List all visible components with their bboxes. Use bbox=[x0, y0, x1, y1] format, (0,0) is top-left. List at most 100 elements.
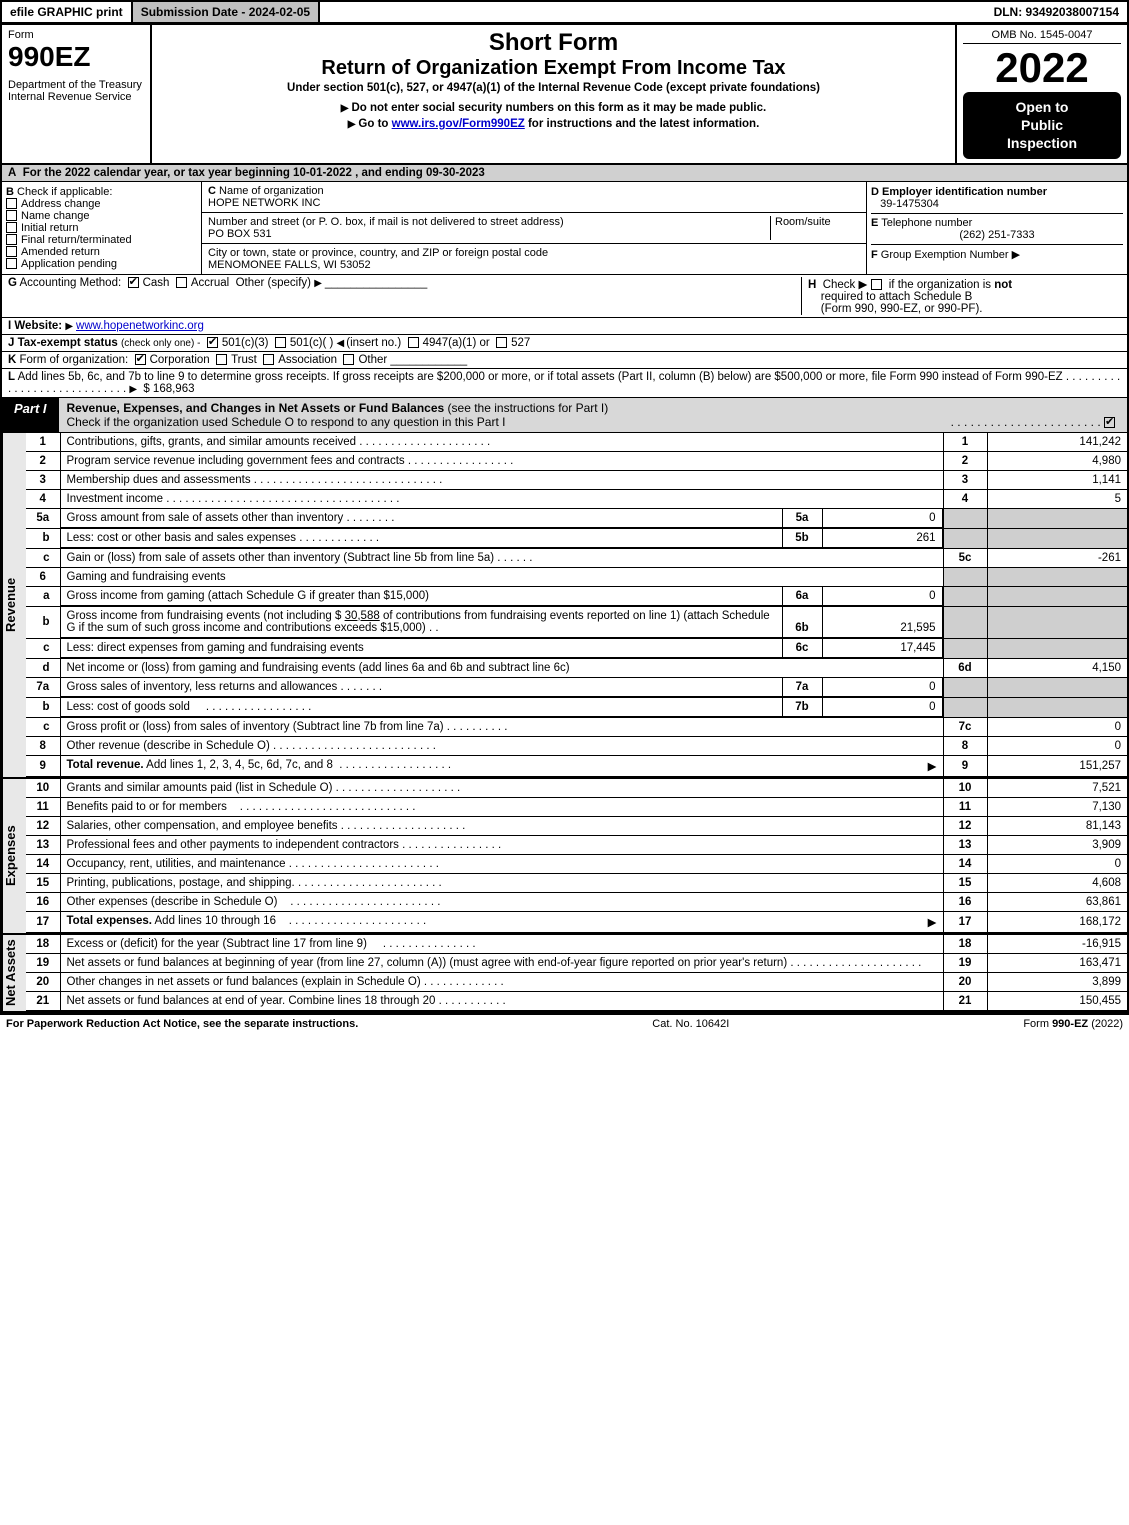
l6a-amtgrey bbox=[987, 586, 1127, 606]
l6c-ibox: 6c bbox=[782, 639, 822, 658]
checkbox-trust[interactable] bbox=[216, 354, 227, 365]
line-16: 16 Other expenses (describe in Schedule O… bbox=[26, 892, 1127, 911]
l2-no: 2 bbox=[26, 451, 60, 470]
l2-desc: Program service revenue including govern… bbox=[67, 455, 405, 467]
l7b-no: b bbox=[26, 697, 60, 717]
l7a-ibox: 7a bbox=[782, 678, 822, 697]
title-return: Return of Organization Exempt From Incom… bbox=[158, 57, 949, 80]
l6a-boxgrey bbox=[943, 586, 987, 606]
l7b-amtgrey bbox=[987, 697, 1127, 717]
page-footer: For Paperwork Reduction Act Notice, see … bbox=[0, 1013, 1129, 1033]
l21-amt: 150,455 bbox=[987, 991, 1127, 1010]
l5a-desc: Gross amount from sale of assets other t… bbox=[67, 512, 344, 524]
f-label: Group Exemption Number bbox=[881, 249, 1009, 261]
section-k: K Form of organization: Corporation Trus… bbox=[0, 352, 1129, 369]
part1-check-note: Check if the organization used Schedule … bbox=[67, 415, 506, 429]
line-4: 4Investment income . . . . . . . . . . .… bbox=[26, 489, 1127, 508]
i-label: Website: bbox=[14, 320, 62, 332]
g-label: Accounting Method: bbox=[20, 277, 122, 289]
line-18: 18Excess or (deficit) for the year (Subt… bbox=[26, 935, 1127, 954]
org-address: PO BOX 531 bbox=[208, 228, 272, 240]
l3-box: 3 bbox=[943, 470, 987, 489]
g-other: Other (specify) bbox=[236, 277, 311, 289]
l18-no: 18 bbox=[26, 935, 60, 954]
checkbox-address-change[interactable] bbox=[6, 198, 17, 209]
checkbox-association[interactable] bbox=[263, 354, 274, 365]
section-def: D Employer identification number 39-1475… bbox=[867, 182, 1127, 274]
checkbox-application-pending[interactable] bbox=[6, 258, 17, 269]
checkbox-name-change[interactable] bbox=[6, 210, 17, 221]
l-amount: $ 168,963 bbox=[143, 383, 194, 395]
omb-number: OMB No. 1545-0047 bbox=[963, 29, 1121, 44]
h-post: if the organization is bbox=[889, 279, 994, 291]
line-17: 17Total expenses. Add lines 10 through 1… bbox=[26, 911, 1127, 932]
l17-box: 17 bbox=[943, 911, 987, 932]
l7a-iamt: 0 bbox=[822, 678, 942, 697]
line-20: 20Other changes in net assets or fund ba… bbox=[26, 972, 1127, 991]
l-text: Add lines 5b, 6c, and 7b to line 9 to de… bbox=[18, 371, 1063, 383]
l7a-no: 7a bbox=[26, 677, 60, 697]
l20-desc: Other changes in net assets or fund bala… bbox=[67, 976, 421, 988]
l16-amt: 63,861 bbox=[987, 892, 1127, 911]
l19-amt: 163,471 bbox=[987, 953, 1127, 972]
l6b-amtgrey bbox=[987, 606, 1127, 638]
b-label: Check if applicable: bbox=[17, 186, 112, 198]
l6d-box: 6d bbox=[943, 658, 987, 677]
l4-box: 4 bbox=[943, 489, 987, 508]
l6c-amtgrey bbox=[987, 638, 1127, 658]
l6b-ibox: 6b bbox=[782, 607, 822, 638]
checkbox-4947[interactable] bbox=[408, 337, 419, 348]
efile-print[interactable]: efile GRAPHIC print bbox=[2, 2, 133, 22]
checkbox-other-org[interactable] bbox=[343, 354, 354, 365]
footer-right-pre: Form bbox=[1023, 1018, 1052, 1030]
l12-no: 12 bbox=[26, 816, 60, 835]
expenses-table: 10Grants and similar amounts paid (list … bbox=[26, 779, 1127, 933]
irs-link[interactable]: www.irs.gov/Form990EZ bbox=[392, 118, 525, 130]
line-21: 21Net assets or fund balances at end of … bbox=[26, 991, 1127, 1010]
checkbox-527[interactable] bbox=[496, 337, 507, 348]
j-note: (check only one) - bbox=[121, 338, 200, 349]
checkbox-501c[interactable] bbox=[275, 337, 286, 348]
checkbox-schedule-o[interactable] bbox=[1104, 417, 1115, 428]
phone-value: (262) 251-7333 bbox=[871, 229, 1123, 241]
checkbox-amended-return[interactable] bbox=[6, 246, 17, 257]
part1-header: Part I Revenue, Expenses, and Changes in… bbox=[0, 398, 1129, 433]
checkbox-accrual[interactable] bbox=[176, 277, 187, 288]
l6c-boxgrey bbox=[943, 638, 987, 658]
l8-no: 8 bbox=[26, 736, 60, 755]
l5b-boxgrey bbox=[943, 528, 987, 548]
l12-box: 12 bbox=[943, 816, 987, 835]
l2-amt: 4,980 bbox=[987, 451, 1127, 470]
checkbox-initial-return[interactable] bbox=[6, 222, 17, 233]
l14-amt: 0 bbox=[987, 854, 1127, 873]
website-link[interactable]: www.hopenetworkinc.org bbox=[76, 320, 204, 332]
l19-box: 19 bbox=[943, 953, 987, 972]
j-insert: (insert no.) bbox=[346, 337, 401, 349]
e-label: Telephone number bbox=[881, 217, 972, 229]
info-grid: B Check if applicable: Address change Na… bbox=[0, 182, 1129, 275]
line-1: 1Contributions, gifts, grants, and simil… bbox=[26, 433, 1127, 452]
checkbox-corporation[interactable] bbox=[135, 354, 146, 365]
dept-treasury: Department of the Treasury bbox=[8, 79, 144, 91]
l16-desc: Other expenses (describe in Schedule O) bbox=[67, 896, 278, 908]
header-center: Short Form Return of Organization Exempt… bbox=[152, 25, 957, 163]
checkbox-sched-b[interactable] bbox=[871, 279, 882, 290]
b-opt-amended: Amended return bbox=[21, 246, 100, 258]
goto-pre: Go to bbox=[358, 118, 391, 130]
j-501c3: 501(c)(3) bbox=[222, 337, 269, 349]
dln: DLN: 93492038007154 bbox=[986, 2, 1127, 22]
l13-desc: Professional fees and other payments to … bbox=[67, 839, 399, 851]
l5a-ibox: 5a bbox=[782, 509, 822, 528]
checkbox-cash[interactable] bbox=[128, 277, 139, 288]
l12-amt: 81,143 bbox=[987, 816, 1127, 835]
l16-box: 16 bbox=[943, 892, 987, 911]
checkbox-501c3[interactable] bbox=[207, 337, 218, 348]
k-trust: Trust bbox=[231, 354, 257, 366]
line-5a: 5a Gross amount from sale of assets other… bbox=[26, 508, 1127, 528]
b-opt-pending: Application pending bbox=[21, 258, 117, 270]
l5b-no: b bbox=[26, 528, 60, 548]
checkbox-final-return[interactable] bbox=[6, 234, 17, 245]
inspection-line1: Open to bbox=[967, 98, 1117, 116]
top-bar: efile GRAPHIC print Submission Date - 20… bbox=[0, 0, 1129, 25]
line-15: 15Printing, publications, postage, and s… bbox=[26, 873, 1127, 892]
